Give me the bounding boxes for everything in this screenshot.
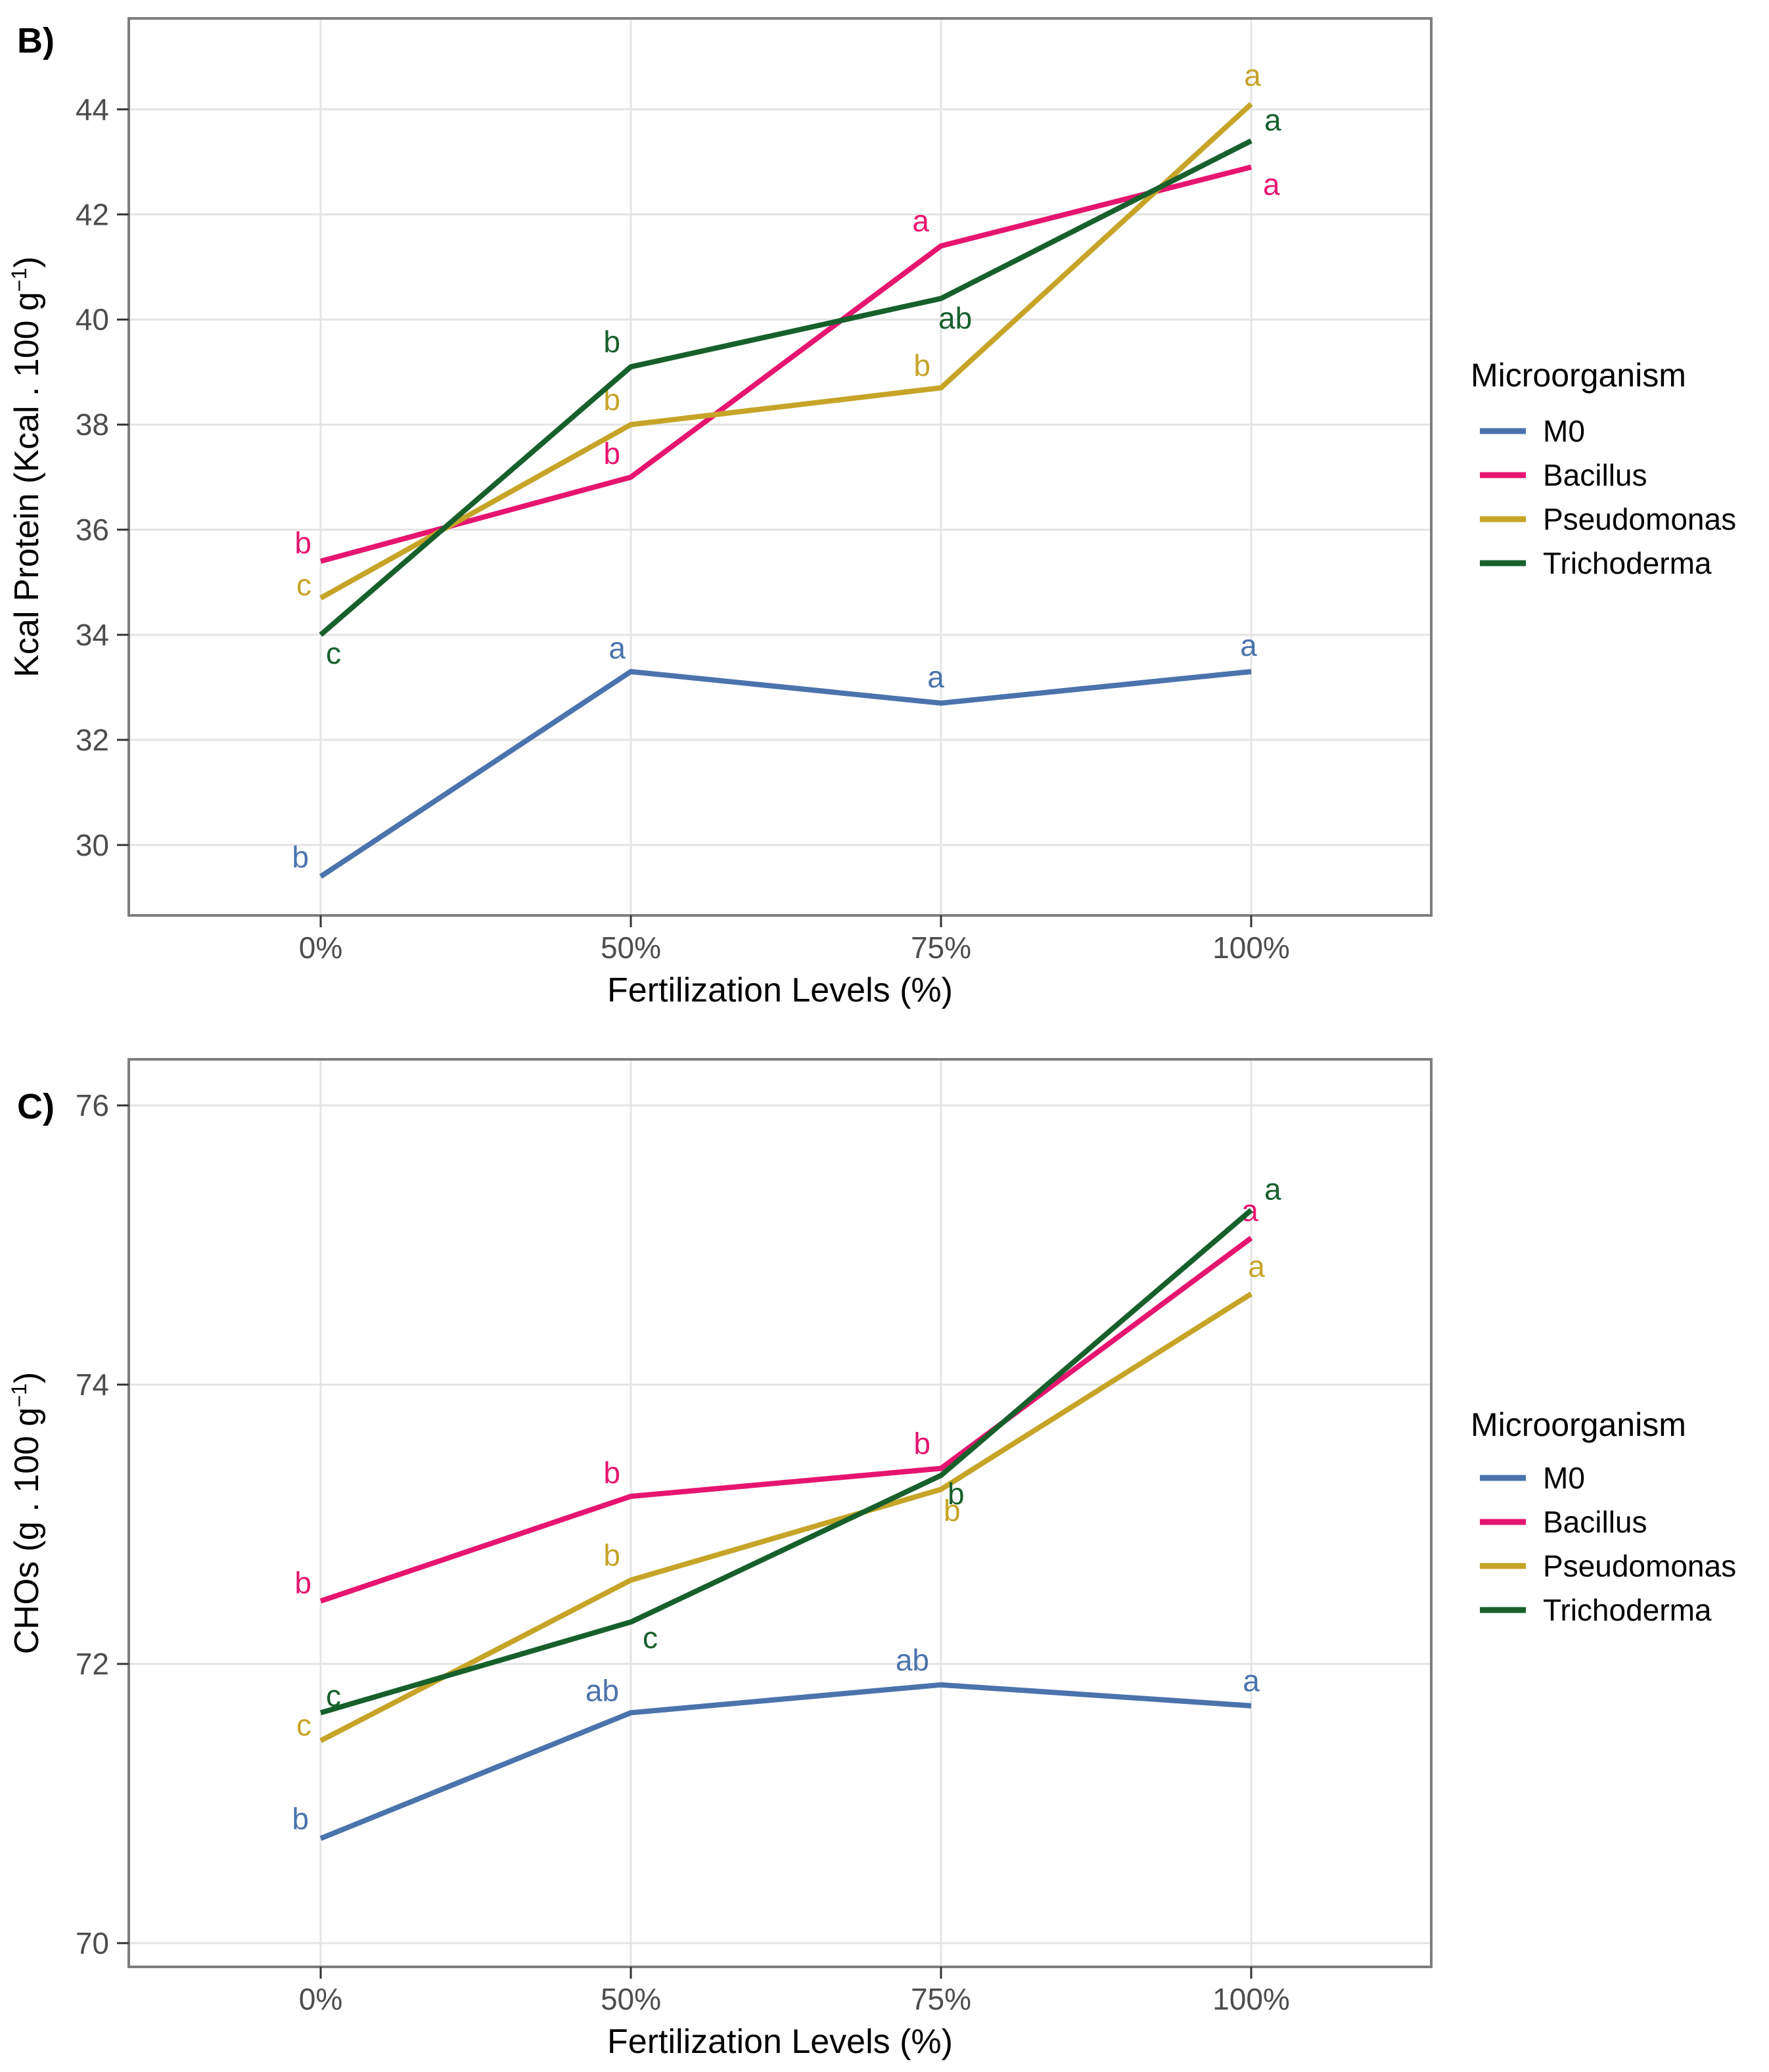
panel-c-legend: Microorganism M0 Bacillus Pseudomonas Tricho… <box>1471 1406 1736 1627</box>
x-tick-label-0%: 0% <box>299 931 342 965</box>
y-tick-label-72: 72 <box>76 1647 109 1681</box>
x-tick-label-75%: 75% <box>911 931 971 965</box>
legend-title: Microorganism <box>1471 357 1686 394</box>
legend-title: Microorganism <box>1471 1406 1686 1443</box>
panel-c-gridlines <box>129 1059 1431 1967</box>
panel-b-border <box>127 17 1433 917</box>
sig-letter-m0-50%: a <box>609 631 626 665</box>
y-tick-label-70: 70 <box>76 1926 109 1960</box>
y-tick-label-40: 40 <box>76 302 109 336</box>
y-axis-title-suffix: ) <box>8 256 46 267</box>
sig-letter-m0-50%: ab <box>586 1673 619 1707</box>
panel-b-legend: Microorganism M0 Bacillus Pseudomonas Tricho… <box>1471 357 1736 580</box>
x-tick-label-0%: 0% <box>299 1982 342 2016</box>
sig-letter-trichoderma-100%: a <box>1264 103 1281 137</box>
sig-letter-bacillus-75%: a <box>912 204 929 238</box>
sig-letter-bacillus-75%: b <box>913 1427 930 1461</box>
sig-letter-m0-0%: b <box>292 1802 309 1836</box>
sig-letter-pseudomonas-100%: a <box>1244 58 1261 92</box>
sig-letter-pseudomonas-0%: c <box>296 568 311 602</box>
panel-c-y-axis-title: CHOs (g . 100 g−1) <box>7 1372 46 1655</box>
y-tick-label-30: 30 <box>76 828 109 862</box>
y-tick-label-44: 44 <box>76 92 109 126</box>
panel-b: 30 32 34 36 38 40 42 44 0% 50% 75% 100% Fertilizatio… <box>7 17 1736 1009</box>
panel-b-line-bacillus <box>319 164 1252 564</box>
x-tick-label-50%: 50% <box>601 1982 661 2016</box>
panel-c-line-bacillus <box>319 1235 1253 1604</box>
y-tick-label-36: 36 <box>76 513 109 547</box>
x-tick-label-75%: 75% <box>911 1982 971 2016</box>
panel-c-line-pseudomonas <box>319 1291 1253 1743</box>
sig-letter-pseudomonas-75%: b <box>944 1493 961 1527</box>
y-tick-label-38: 38 <box>76 407 109 442</box>
legend-label-bacillus: Bacillus <box>1543 1505 1647 1539</box>
y-tick-label-74: 74 <box>76 1368 109 1402</box>
sig-letter-pseudomonas-75%: b <box>913 348 930 382</box>
sig-letter-m0-75%: ab <box>896 1643 929 1677</box>
sig-letter-m0-0%: b <box>292 840 309 874</box>
y-axis-title-superscript: −1 <box>7 1383 31 1407</box>
panel-b-line-m0 <box>319 668 1252 879</box>
panel-b-x-axis-title: Fertilization Levels (%) <box>607 971 953 1009</box>
sig-letter-bacillus-50%: b <box>603 436 620 471</box>
panel-c: 70 72 74 76 0% 50% 75% 100% Fertilization Levels… <box>7 1058 1736 2061</box>
legend-label-pseudomonas: Pseudomonas <box>1543 502 1736 536</box>
sig-letter-m0-75%: a <box>927 660 944 694</box>
panel-b-line-trichoderma <box>319 138 1252 637</box>
x-tick-label-100%: 100% <box>1212 1982 1290 2016</box>
sig-letter-bacillus-100%: a <box>1263 167 1280 201</box>
y-tick-label-76: 76 <box>76 1088 109 1122</box>
sig-letter-pseudomonas-50%: b <box>603 1538 620 1572</box>
legend-label-m0: M0 <box>1543 414 1585 448</box>
sig-letter-pseudomonas-100%: a <box>1248 1249 1265 1283</box>
panel-c-line-m0 <box>319 1682 1252 1841</box>
sig-letter-trichoderma-50%: b <box>603 325 620 359</box>
y-axis-title-main: CHOs (g . 100 g <box>8 1408 46 1655</box>
sig-letter-trichoderma-50%: c <box>643 1621 658 1655</box>
legend-label-pseudomonas: Pseudomonas <box>1543 1549 1736 1583</box>
sig-letter-trichoderma-75%: ab <box>938 301 972 335</box>
y-axis-title-main: Kcal Protein (Kcal . 100 g <box>8 292 46 678</box>
sig-letter-bacillus-0%: b <box>294 526 311 560</box>
panel-c-line-trichoderma <box>319 1208 1253 1716</box>
y-axis-title-superscript: −1 <box>7 268 31 292</box>
legend-label-trichoderma: Trichoderma <box>1543 1593 1712 1627</box>
sig-letter-bacillus-0%: b <box>294 1565 311 1600</box>
legend-label-trichoderma: Trichoderma <box>1543 546 1712 580</box>
panel-c-border <box>127 1058 1433 1968</box>
panel-b-line-pseudomonas <box>319 102 1253 601</box>
sig-letter-m0-100%: a <box>1240 628 1257 662</box>
sig-letter-bacillus-50%: b <box>603 1456 620 1490</box>
y-tick-label-34: 34 <box>76 618 109 652</box>
sig-letter-trichoderma-0%: c <box>326 1678 341 1713</box>
sig-letter-trichoderma-0%: c <box>326 636 341 670</box>
y-tick-label-42: 42 <box>76 197 109 231</box>
x-tick-label-50%: 50% <box>601 931 661 965</box>
sig-letter-m0-100%: a <box>1243 1664 1260 1698</box>
panel-b-y-axis-title: Kcal Protein (Kcal . 100 g−1) <box>7 256 46 678</box>
y-axis-title-suffix: ) <box>8 1372 46 1383</box>
x-tick-label-100%: 100% <box>1212 931 1290 965</box>
panel-tag-C: C) <box>17 1087 55 1126</box>
legend-label-m0: M0 <box>1543 1461 1585 1495</box>
panel-tag-B: B) <box>17 21 55 60</box>
sig-letter-trichoderma-100%: a <box>1264 1172 1281 1206</box>
y-tick-label-32: 32 <box>76 723 109 757</box>
panel-c-x-axis-title: Fertilization Levels (%) <box>607 2023 953 2061</box>
sig-letter-pseudomonas-0%: c <box>296 1708 311 1742</box>
legend-label-bacillus: Bacillus <box>1543 458 1647 492</box>
sig-letter-trichoderma-75%: b <box>948 1477 965 1511</box>
panel-b-gridlines <box>129 18 1431 915</box>
